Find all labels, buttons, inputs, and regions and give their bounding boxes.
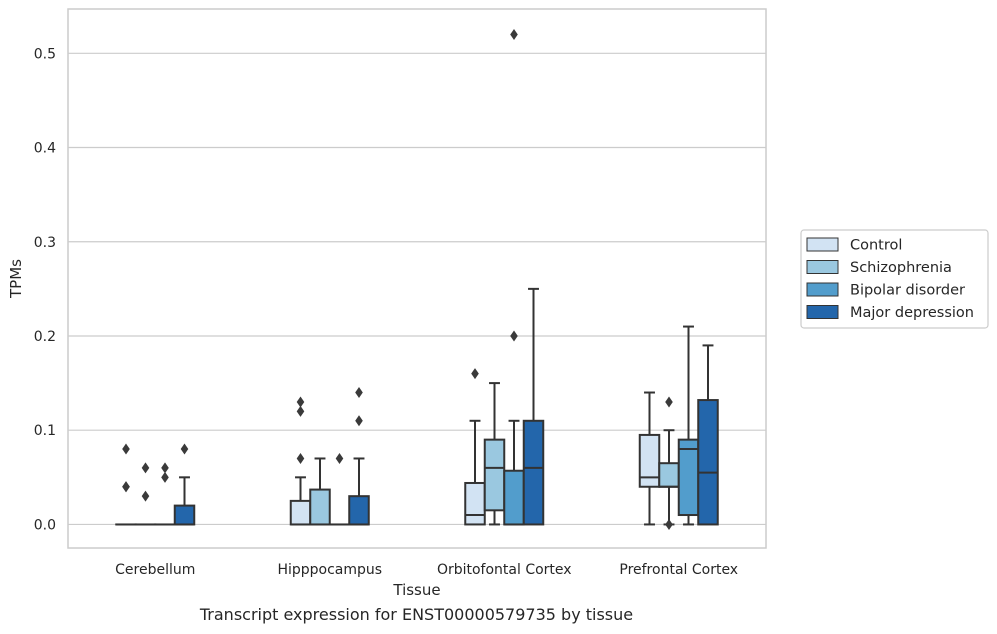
y-tick-label: 0.5 bbox=[34, 46, 56, 62]
box-hipppocampus bbox=[328, 452, 351, 526]
box-orbitofontal-cortex bbox=[503, 28, 525, 526]
outlier-point bbox=[665, 518, 673, 530]
box-prefrontal-cortex bbox=[638, 391, 661, 526]
outlier-point bbox=[510, 28, 518, 40]
outlier-point bbox=[141, 462, 150, 474]
box-hipppocampus bbox=[348, 387, 370, 526]
legend-swatch bbox=[806, 237, 839, 252]
outlier-point bbox=[180, 443, 189, 455]
box-body bbox=[173, 504, 196, 526]
series-control bbox=[115, 368, 661, 526]
y-axis-ticks: 0.0 0.1 0.2 0.3 0.4 0.5 bbox=[34, 46, 56, 533]
y-axis-title: TPMs bbox=[7, 259, 25, 299]
outlier-point bbox=[665, 396, 673, 408]
outlier-point bbox=[471, 368, 479, 380]
box-hipppocampus bbox=[289, 396, 312, 526]
figure-caption: Transcript expression for ENST0000057973… bbox=[199, 605, 634, 624]
box-cerebellum bbox=[154, 462, 176, 526]
box-prefrontal-cortex bbox=[677, 325, 700, 526]
box-body bbox=[503, 469, 525, 526]
outlier-point bbox=[296, 405, 305, 417]
y-tick-label: 0.3 bbox=[34, 235, 56, 251]
grid-lines bbox=[68, 52, 766, 526]
box-prefrontal-cortex bbox=[658, 396, 680, 530]
outlier-point bbox=[161, 471, 169, 483]
legend-label: Schizophrenia bbox=[850, 260, 952, 276]
y-tick-label: 0.2 bbox=[34, 329, 56, 345]
plot-frame bbox=[67, 8, 767, 549]
box-cerebellum bbox=[115, 443, 137, 526]
outlier-point bbox=[335, 452, 344, 464]
x-tick-label: Hipppocampus bbox=[277, 562, 382, 578]
legend-swatch bbox=[806, 305, 839, 319]
outlier-point bbox=[355, 387, 363, 399]
box-body bbox=[697, 399, 719, 526]
box-body bbox=[348, 495, 370, 526]
legend: Control Schizophrenia Bipolar disorder Majo… bbox=[800, 229, 989, 329]
outlier-point bbox=[122, 481, 130, 493]
box-orbitofontal-cortex bbox=[464, 368, 486, 526]
series-schizophrenia bbox=[134, 382, 680, 530]
box-orbitofontal-cortex bbox=[483, 382, 506, 526]
box-body bbox=[464, 481, 486, 526]
box-body bbox=[522, 419, 545, 526]
box-cerebellum bbox=[173, 443, 196, 526]
x-axis-title: Tissue bbox=[392, 581, 440, 599]
legend-label: Control bbox=[850, 238, 902, 254]
outlier-point bbox=[355, 415, 363, 427]
box-hipppocampus bbox=[309, 457, 331, 526]
x-tick-label: Cerebellum bbox=[115, 562, 195, 578]
outlier-point bbox=[510, 330, 518, 342]
series-bipolar-disorder bbox=[154, 28, 700, 526]
legend-swatch bbox=[806, 260, 839, 274]
box-prefrontal-cortex bbox=[697, 344, 719, 526]
legend-label: Major depression bbox=[850, 305, 974, 321]
x-tick-label: Orbitofontal Cortex bbox=[437, 562, 572, 578]
box-series-group bbox=[115, 28, 719, 530]
box-orbitofontal-cortex bbox=[522, 287, 545, 526]
outlier-point bbox=[141, 490, 150, 502]
y-tick-label: 0.4 bbox=[34, 141, 56, 157]
x-axis-ticks: Cerebellum Hipppocampus Orbitofontal Corte… bbox=[115, 562, 738, 578]
y-tick-label: 0.1 bbox=[34, 423, 56, 439]
box-body bbox=[638, 433, 661, 488]
legend-swatch bbox=[806, 282, 839, 297]
series-major-depression bbox=[173, 287, 719, 526]
y-tick-label: 0.0 bbox=[34, 517, 56, 533]
box-body bbox=[309, 488, 331, 526]
outlier-point bbox=[161, 462, 169, 474]
box-body bbox=[658, 462, 680, 488]
box-body bbox=[483, 438, 506, 512]
legend-label: Bipolar disorder bbox=[850, 283, 965, 299]
outlier-point bbox=[296, 396, 305, 408]
box-body bbox=[289, 499, 312, 526]
box-cerebellum bbox=[134, 462, 157, 526]
x-tick-label: Prefrontal Cortex bbox=[619, 562, 738, 578]
outlier-point bbox=[296, 452, 305, 464]
box-body bbox=[677, 438, 700, 517]
outlier-point bbox=[122, 443, 130, 455]
legend-frame bbox=[800, 229, 989, 329]
